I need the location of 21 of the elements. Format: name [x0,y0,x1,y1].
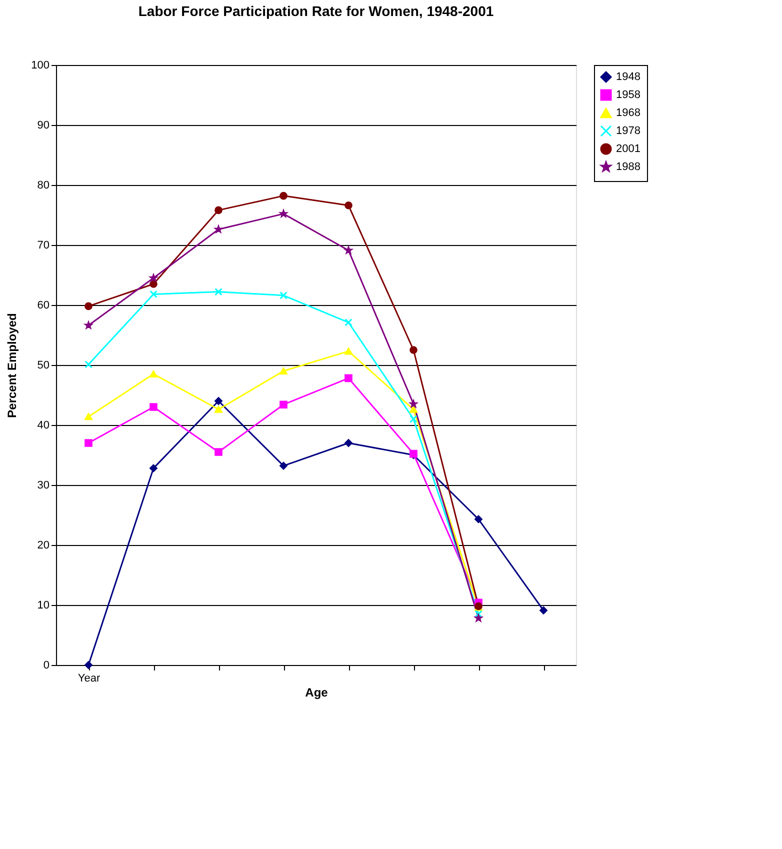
legend-label: 2001 [616,143,640,155]
y-tick-label: 70 [37,240,50,252]
x-axis-title: Age [305,686,328,700]
y-tick-label: 0 [43,660,50,672]
y-tick-label: 40 [37,420,50,432]
y-axis-title: Percent Employed [5,313,20,418]
x-tick-label: Year [78,672,100,684]
y-tick-label: 50 [37,360,50,372]
legend-label: 1978 [616,125,640,137]
legend-label: 1948 [616,71,640,83]
y-tick-label: 10 [37,600,50,612]
chart-title: Labor Force Participation Rate for Women, 1948-2001 [138,3,494,19]
legend-label: 1968 [616,107,640,119]
legend-label: 1958 [616,89,640,101]
y-tick-label: 90 [37,120,50,132]
y-tick-label: 20 [37,540,50,552]
y-tick-label: 30 [37,480,50,492]
legend-label: 1988 [616,161,640,173]
y-tick-label: 80 [37,180,50,192]
y-tick-label: 100 [31,60,50,72]
y-tick-label: 60 [37,300,50,312]
